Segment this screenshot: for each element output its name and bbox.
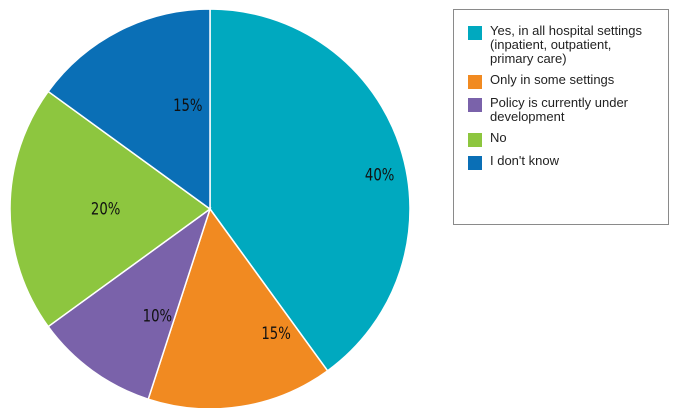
slice-value-label: 10%: [143, 306, 172, 326]
slice-labels: 40% 15% 10% 20% 15%: [91, 96, 394, 344]
pie-slices: [9, 8, 411, 408]
slice-value-label: 40%: [365, 165, 394, 185]
legend: Yes, in all hospital settings (inpatient,…: [453, 9, 669, 225]
legend-label: I don't know: [490, 153, 559, 168]
legend-swatch: [468, 75, 482, 89]
slice-some-settings: [147, 207, 329, 408]
legend-swatch: [468, 156, 482, 170]
pie-chart: 40% 15% 10% 20% 15%: [9, 8, 411, 408]
slice-all-settings: [209, 8, 411, 372]
legend-label: Yes, in all hospital settings (inpatient,…: [490, 23, 643, 66]
legend-swatch: [468, 26, 482, 40]
legend-item-dont-know: I don't know: [468, 154, 660, 170]
slice-under-development: [47, 207, 212, 401]
legend-label: Policy is currently under development: [490, 95, 628, 124]
slice-value-label: 15%: [173, 96, 202, 116]
legend-item-no: No: [468, 131, 660, 147]
legend-swatch: [468, 133, 482, 147]
slice-value-label: 15%: [261, 323, 290, 343]
legend-swatch: [468, 98, 482, 112]
legend-label: Only in some settings: [490, 72, 615, 87]
legend-item-under-development: Policy is currently under development: [468, 96, 660, 124]
slice-no: [9, 90, 212, 328]
legend-item-some-settings: Only in some settings: [468, 73, 660, 89]
slice-value-label: 20%: [91, 199, 120, 219]
legend-label: No: [490, 130, 507, 145]
legend-item-all-settings: Yes, in all hospital settings (inpatient,…: [468, 24, 660, 66]
slice-dont-know: [47, 8, 211, 211]
